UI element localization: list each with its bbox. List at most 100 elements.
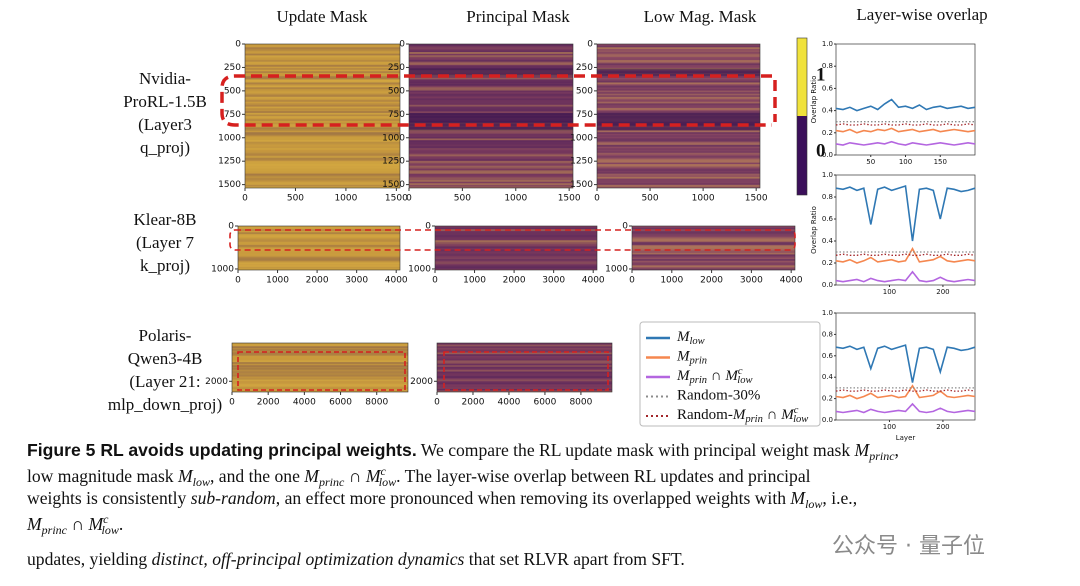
text-run: . bbox=[118, 514, 124, 534]
text-run: low bbox=[192, 475, 210, 489]
heatmap-row bbox=[245, 95, 400, 98]
heatmap-row bbox=[409, 144, 573, 147]
colorbar-label: 0 bbox=[816, 140, 826, 161]
heatmap-row bbox=[245, 116, 400, 118]
heatmap bbox=[437, 343, 612, 392]
text-run: M bbox=[676, 368, 691, 384]
heatmap-row bbox=[409, 79, 573, 82]
heatmap-row bbox=[245, 165, 400, 168]
series-line bbox=[835, 123, 976, 126]
heatmap-row bbox=[238, 265, 400, 268]
heatmap-row bbox=[437, 365, 612, 368]
text-run: M bbox=[178, 466, 193, 486]
heatmap-row bbox=[409, 47, 573, 50]
text-run: Figure 5 RL avoids updating principal we… bbox=[27, 440, 417, 460]
heatmap-row bbox=[435, 235, 597, 238]
heatmap-row bbox=[597, 103, 760, 106]
legend-label: Random-Mprin ∩ Mc low bbox=[677, 405, 808, 425]
x-tick-label: 4000 bbox=[293, 398, 316, 408]
text-run: M bbox=[676, 349, 691, 365]
heatmap-row bbox=[597, 152, 760, 155]
heatmap-row bbox=[409, 111, 573, 114]
heatmap-row bbox=[597, 55, 760, 58]
y-tick-label: 0 bbox=[399, 40, 405, 50]
legend-label: Random-30% bbox=[677, 388, 760, 404]
heatmap-row bbox=[409, 87, 573, 90]
row-label: mlp_down_proj) bbox=[108, 395, 222, 414]
heatmap-row bbox=[632, 262, 795, 265]
heatmap-row bbox=[437, 374, 612, 377]
x-tick-label: 500 bbox=[287, 194, 304, 204]
heatmap-row bbox=[437, 357, 612, 360]
x-tick-label: 500 bbox=[641, 194, 658, 204]
text-line: weights is consistently sub-random, an e… bbox=[27, 488, 857, 512]
heatmap-row bbox=[245, 132, 400, 134]
heatmap-row bbox=[238, 246, 400, 249]
heatmap-row bbox=[245, 108, 400, 110]
heatmap-row bbox=[245, 127, 400, 130]
heatmap-row bbox=[597, 132, 760, 134]
heatmap-row bbox=[409, 61, 573, 64]
x-tick-label: 3000 bbox=[345, 276, 368, 286]
row-label: Klear-8B bbox=[134, 210, 197, 229]
heatmap-row bbox=[232, 387, 408, 390]
column-title: Update Mask bbox=[276, 7, 368, 26]
colorbar-label: 1 bbox=[816, 64, 826, 85]
heatmap-row bbox=[597, 79, 760, 82]
x-tick-label: 0 bbox=[629, 276, 635, 286]
heatmap-row bbox=[245, 178, 400, 181]
text-run: prin bbox=[744, 414, 763, 425]
heatmap-row bbox=[409, 64, 573, 67]
text-run: princ bbox=[869, 449, 895, 463]
column-title: Low Mag. Mask bbox=[644, 7, 757, 26]
row-label: q_proj) bbox=[140, 138, 190, 157]
text-run: low bbox=[793, 414, 808, 425]
figure: Update Mask Principal Mask Low Mag. Mask La… bbox=[108, 5, 988, 442]
heatmap-row bbox=[435, 246, 597, 249]
heatmap-row bbox=[232, 384, 408, 386]
heatmap-row bbox=[245, 87, 400, 90]
heatmap-row bbox=[232, 365, 408, 368]
heatmap-row bbox=[232, 371, 408, 374]
heatmap-row bbox=[409, 80, 573, 83]
heatmap-row bbox=[597, 58, 760, 61]
heatmap-row bbox=[632, 254, 795, 257]
heatmap-row bbox=[597, 85, 760, 88]
heatmap-row bbox=[597, 184, 760, 187]
heatmap-row bbox=[409, 106, 573, 109]
heatmap-row bbox=[435, 230, 597, 233]
heatmap bbox=[245, 44, 400, 188]
heatmap-row bbox=[409, 93, 573, 96]
heatmap-row bbox=[232, 346, 408, 349]
row-label: ProRL-1.5B bbox=[123, 92, 207, 111]
highlight bbox=[220, 74, 777, 127]
heatmap-row bbox=[245, 77, 400, 80]
text-run: low bbox=[378, 475, 397, 489]
heatmap-row bbox=[245, 85, 400, 88]
heatmap-row bbox=[409, 184, 573, 187]
heatmap-row bbox=[232, 344, 408, 347]
heatmap-row bbox=[632, 251, 795, 254]
heatmap-row bbox=[245, 79, 400, 82]
text-run: low bbox=[805, 497, 823, 511]
heatmap-row bbox=[409, 165, 573, 168]
heatmap-row bbox=[409, 136, 573, 139]
heatmap-row bbox=[245, 164, 400, 166]
text-run: Random-30% bbox=[677, 388, 760, 404]
heatmap-row bbox=[597, 162, 760, 165]
heatmap-row bbox=[238, 263, 400, 266]
text-run: low bbox=[690, 336, 705, 347]
heatmap-row bbox=[238, 240, 400, 243]
heatmap-frame bbox=[436, 342, 613, 393]
heatmap-band bbox=[409, 68, 573, 76]
heatmap-row bbox=[232, 368, 408, 371]
heatmap-row bbox=[409, 141, 573, 144]
x-tick-label: 4000 bbox=[780, 276, 803, 286]
x-tick-label: 0 bbox=[434, 398, 440, 408]
y-tick-label: 0.2 bbox=[822, 395, 833, 403]
heatmap-row bbox=[597, 178, 760, 181]
heatmap-row bbox=[245, 173, 400, 176]
x-tick-label: 1500 bbox=[745, 194, 768, 204]
heatmap-row bbox=[435, 238, 597, 241]
heatmap-row bbox=[245, 159, 400, 162]
